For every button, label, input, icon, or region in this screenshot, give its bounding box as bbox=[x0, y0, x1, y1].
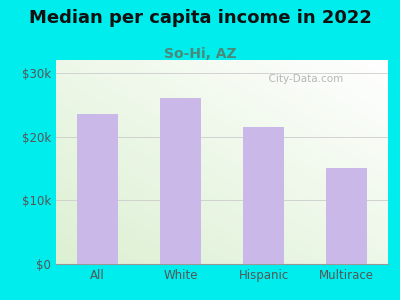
Bar bbox=[77, 114, 118, 264]
Bar bbox=[160, 98, 201, 264]
Text: So-Hi, AZ: So-Hi, AZ bbox=[164, 46, 236, 61]
Bar bbox=[243, 127, 284, 264]
Bar bbox=[326, 168, 367, 264]
Text: Median per capita income in 2022: Median per capita income in 2022 bbox=[28, 9, 372, 27]
Text: City-Data.com: City-Data.com bbox=[262, 74, 343, 84]
